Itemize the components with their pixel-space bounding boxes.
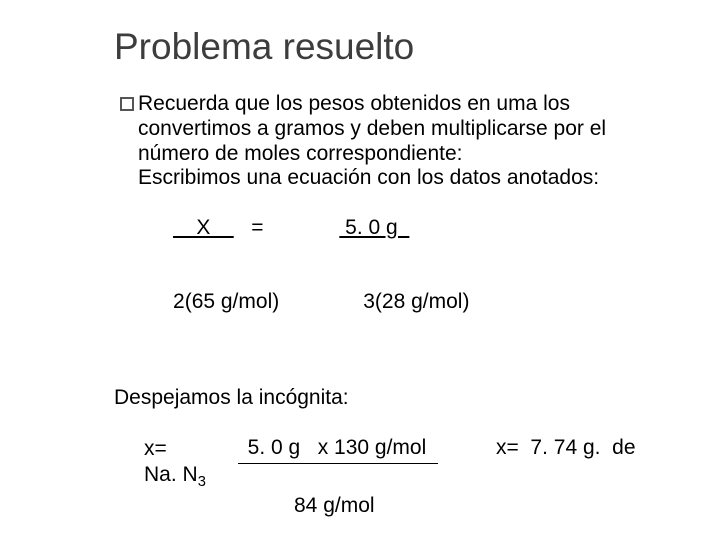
escribimos-line: Escribimos una ecuación con los datos an… bbox=[114, 166, 660, 191]
eq2-result: x= 7. 74 g. de bbox=[496, 436, 636, 461]
eq1-equals: = bbox=[234, 216, 340, 239]
eq1-den-right: 3(28 g/mol) bbox=[363, 290, 469, 313]
spacer bbox=[114, 340, 660, 386]
despejamos-line: Despejamos la incógnita: bbox=[114, 386, 660, 411]
eq2-left: x= Na. N3 bbox=[114, 436, 236, 491]
eq2-na-sub: 3 bbox=[198, 474, 206, 490]
eq2-denominator: 84 g/mol bbox=[236, 494, 438, 519]
slide-title: Problema resuelto bbox=[114, 26, 660, 68]
eq2-x-label: x= bbox=[144, 437, 167, 460]
eq2-fraction: 5. 0 g x 130 g/mol 84 g/mol bbox=[236, 436, 438, 519]
bullet-paragraph: Recuerda que los pesos obtenidos en uma … bbox=[120, 92, 660, 166]
slide: Problema resuelto Recuerda que los pesos… bbox=[0, 0, 720, 540]
recuerda-word: Recuerda bbox=[138, 92, 229, 115]
equation1-numerator: X = 5. 0 g bbox=[114, 191, 660, 265]
square-bullet-icon bbox=[120, 97, 134, 111]
equation1-denominator: 2(65 g/mol) 3(28 g/mol) bbox=[114, 265, 660, 339]
eq1-x: X bbox=[173, 216, 234, 239]
fraction-bar-icon bbox=[238, 463, 438, 464]
slide-body: Recuerda que los pesos obtenidos en uma … bbox=[114, 92, 660, 519]
eq1-right: 5. 0 g bbox=[339, 216, 409, 239]
eq2-na: Na. N bbox=[144, 463, 198, 486]
eq2-numerator: 5. 0 g x 130 g/mol bbox=[236, 436, 438, 461]
eq1-den-left: 2(65 g/mol) bbox=[173, 290, 279, 313]
paragraph-text: Recuerda que los pesos obtenidos en uma … bbox=[138, 92, 660, 166]
equation2: x= Na. N3 5. 0 g x 130 g/mol 84 g/mol x=… bbox=[114, 436, 660, 519]
